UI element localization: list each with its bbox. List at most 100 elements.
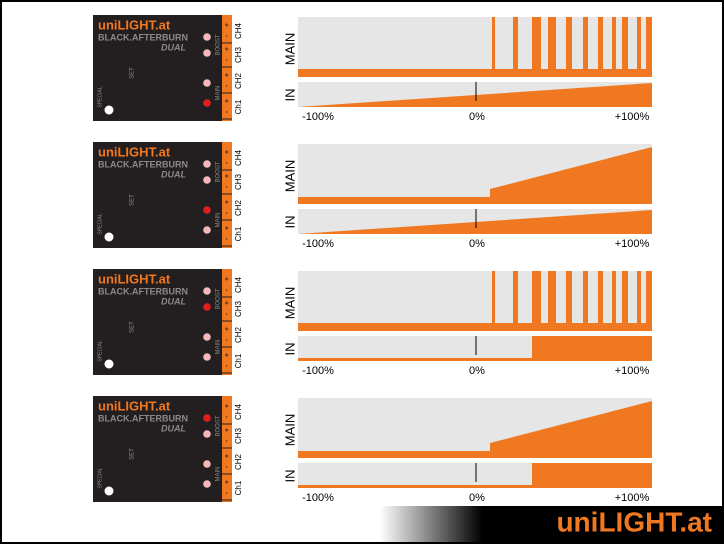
channel-label: CH4 [234,149,243,166]
led [203,353,211,361]
device-brand: uniLIGHT.at [98,17,171,32]
strobe-pulse [637,17,641,77]
pin-plus: + [224,454,231,458]
set-label: SET [130,67,136,79]
in-ramp [298,83,652,107]
main-label: MAIN [282,414,297,447]
strobe-pulse [583,271,588,331]
special-label: SPECIAL [97,467,103,488]
device-model: BLACK.AFTERBURN [98,413,188,423]
led [203,480,211,488]
pin-plus: + [224,150,231,154]
led [203,79,211,87]
device-variant: DUAL [161,423,186,433]
pin-minus: - [224,415,231,418]
device-variant: DUAL [161,42,186,52]
strobe-pulse [637,271,641,331]
strobe-pulse [598,17,603,77]
device-brand: uniLIGHT.at [98,271,171,286]
set-label: SET [130,448,136,460]
strobe-pulse [566,17,572,77]
in-step [532,463,652,488]
channel-label: CH2 [234,326,243,343]
footer-logo: uniLIGHT.at [556,506,712,537]
x-label: +100% [615,238,650,250]
led [203,176,211,184]
main-label: MAIN [282,160,297,193]
pin-minus: - [224,288,231,291]
strobe-pulse [532,17,541,77]
pin-plus: + [224,226,231,230]
main-channel-label: MAIN [216,467,222,482]
device-model: BLACK.AFTERBURN [98,159,188,169]
pin-minus: - [224,312,231,315]
pin-minus: - [224,338,231,341]
pin-plus: + [224,47,231,51]
x-label: -100% [302,238,334,250]
special-label: SPECIAL [97,213,103,234]
special-label: SPECIAL [97,340,103,361]
channel-label: Ch1 [234,226,243,241]
device-brand: uniLIGHT.at [98,398,171,413]
in-label: IN [282,216,297,229]
channel-label: CH4 [234,403,243,420]
special-button [104,486,114,496]
channel-label: CH2 [234,72,243,89]
strobe-pulse [622,271,628,331]
pin-plus: + [224,73,231,77]
device-body [93,396,222,502]
x-label: -100% [302,365,334,377]
pin-minus: - [224,58,231,61]
pin-minus: - [224,34,231,37]
pin-minus: - [224,185,231,188]
main-area [298,271,652,331]
pin-minus: - [224,84,231,87]
in-step [532,336,652,361]
special-button [104,359,114,369]
pin-plus: + [224,23,231,27]
in-label: IN [282,343,297,356]
pin-plus: + [224,200,231,204]
channel-label: Ch1 [234,99,243,114]
channel-label: Ch1 [234,353,243,368]
led [203,414,211,422]
in-label: IN [282,89,297,102]
pin-minus: - [224,439,231,442]
led [203,287,211,295]
main-channel-label: MAIN [216,86,222,101]
connector-strip [222,396,232,502]
channel-label: CH3 [234,300,243,317]
strobe-pulse [492,271,495,331]
main-base [298,323,652,331]
connector-strip [222,142,232,248]
strobe-pulse [646,17,652,77]
x-label: -100% [302,492,334,504]
set-label: SET [130,321,136,333]
channel-label: CH3 [234,427,243,444]
pin-plus: + [224,99,231,103]
connector-strip [222,15,232,121]
main-ramp [298,147,652,204]
panels: uniLIGHT.atBLACK.AFTERBURNDUALSETSPECIAL… [93,15,652,504]
connector-strip [222,269,232,375]
channel-label: CH2 [234,453,243,470]
led [203,160,211,168]
device-brand: uniLIGHT.at [98,144,171,159]
strobe-pulse [513,271,518,331]
strobe-pulse [598,271,603,331]
strobe-pulse [612,17,616,77]
channel-label: Ch1 [234,480,243,495]
pin-minus: - [224,465,231,468]
special-button [104,232,114,242]
main-base [298,69,652,77]
x-label: -100% [302,111,334,123]
device-body [93,142,222,248]
boost-label: BOOST [216,415,222,436]
x-label: +100% [615,365,650,377]
channel-label: CH4 [234,276,243,293]
in-ramp [298,210,652,234]
strobe-pulse [548,17,556,77]
